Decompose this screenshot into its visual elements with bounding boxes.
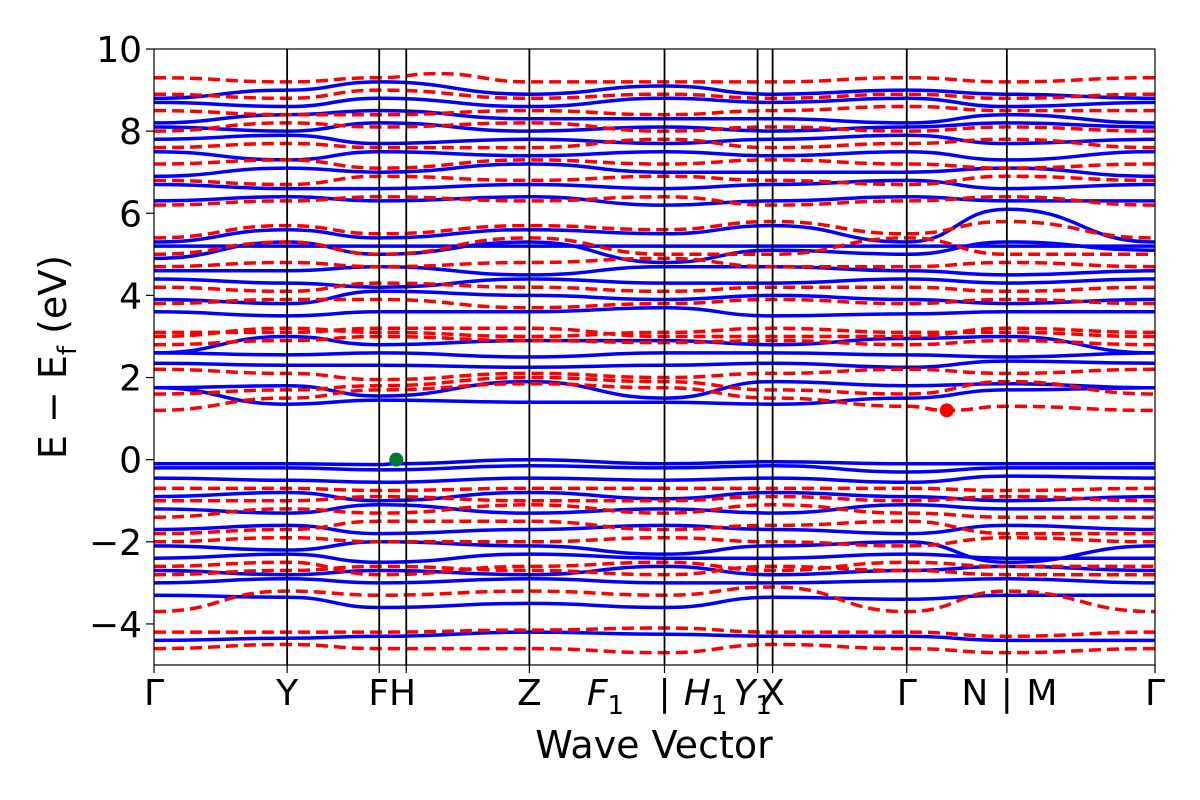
markers-layer — [389, 403, 954, 467]
x-tick-label-subscript: 1 — [755, 691, 772, 721]
x-axis-ticks: Γ Y FH Z F1 | H1 Y1X Γ N | M Γ — [144, 665, 1165, 721]
y-axis-title: E − Ef (eV) — [31, 255, 83, 459]
x-tick-label-main: H — [684, 673, 711, 714]
y-tick-label: 4 — [119, 276, 142, 317]
vbm-marker — [389, 452, 404, 467]
x-tick-label-subscript: 1 — [608, 691, 625, 721]
x-tick-label: Z — [517, 673, 542, 714]
kpoint-lines — [286, 49, 1008, 665]
y-axis-title-main: E − E — [31, 355, 75, 459]
x-tick-label: Γ — [144, 673, 164, 714]
x-tick-label: FH — [368, 673, 416, 714]
x-tick-label: Γ — [1145, 673, 1165, 714]
y-tick-label: 0 — [119, 441, 142, 482]
cbm-marker — [939, 403, 954, 418]
x-tick-label-main: Y — [733, 673, 758, 714]
y-tick-label: −4 — [89, 605, 142, 646]
y-tick-label: 10 — [96, 30, 142, 71]
x-tick-label: Y1 — [733, 673, 772, 721]
y-tick-label: 8 — [119, 112, 142, 153]
x-tick-label-main: F — [587, 673, 609, 714]
x-tick-label-subscript: 1 — [711, 691, 728, 721]
x-tick-label: N — [961, 673, 988, 714]
y-tick-label: 2 — [119, 359, 142, 400]
y-tick-label: 6 — [119, 194, 142, 235]
x-tick-label: Y — [275, 673, 299, 714]
x-tick-label: | — [658, 673, 670, 714]
band-line — [154, 381, 1155, 413]
y-axis-title-unit: (eV) — [31, 255, 75, 346]
band-line — [154, 457, 1155, 467]
x-axis-title: Wave Vector — [535, 723, 773, 767]
y-tick-label: −2 — [89, 523, 142, 564]
plot-frame — [153, 48, 1156, 666]
x-tick-label: Γ — [897, 673, 917, 714]
x-tick-label: X — [760, 673, 785, 714]
y-axis-title-subscript: f — [53, 345, 83, 355]
x-tick-label: H1 — [684, 673, 728, 721]
x-tick-label: M — [1026, 673, 1057, 714]
band-line — [154, 71, 1155, 84]
x-tick-label: | — [1001, 673, 1013, 714]
x-tick-label: F1 — [587, 673, 624, 721]
band-line — [154, 240, 1155, 265]
y-axis-ticks: 10 8 6 4 2 0 −2 −4 — [89, 30, 154, 646]
